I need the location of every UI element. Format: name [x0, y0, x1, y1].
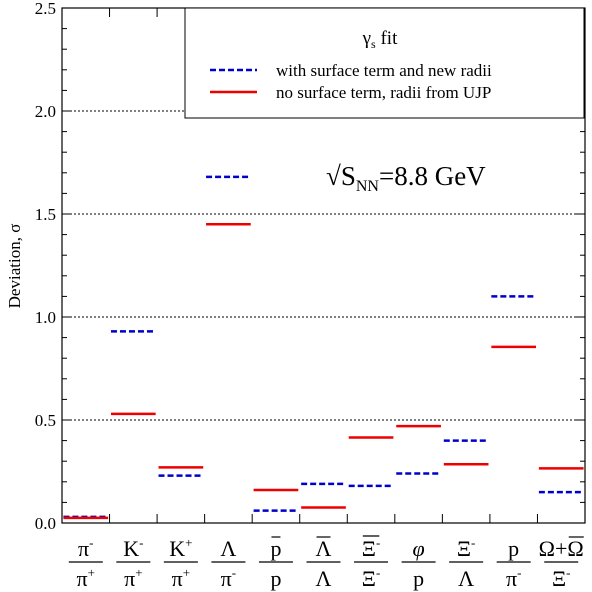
y-tick-label: 0.5: [35, 411, 56, 430]
y-tick-label: 1.5: [35, 205, 56, 224]
legend: γs fit with surface term and new radii n…: [184, 7, 585, 119]
fraction-part: K+: [169, 535, 192, 561]
legend-box: [184, 7, 585, 119]
fraction-part: π-: [78, 535, 93, 561]
axis-ticks: [62, 7, 585, 524]
fraction-part: Λ: [220, 536, 236, 561]
fraction-part: π+: [124, 565, 142, 591]
x-category-label: p π-: [496, 536, 531, 591]
fraction-part: p: [270, 536, 281, 561]
y-tick-label: 2.5: [35, 0, 56, 18]
y-axis-label: Deviation, σ: [5, 224, 24, 309]
y-tick-labels: 0.0 0.5 1.0 1.5 2.0 2.5: [35, 0, 56, 533]
fraction-part: K-: [123, 535, 143, 561]
x-category-label: Ω+Ω Ξ-: [539, 536, 584, 591]
grid-lines: [62, 110, 585, 421]
fraction-part: π+: [172, 565, 190, 591]
y-tick-label: 1.0: [35, 308, 56, 327]
legend-label-surface: with surface term and new radii: [276, 61, 492, 80]
fraction-part: Ξ-: [457, 535, 476, 561]
x-category-label: π-π+: [68, 535, 103, 591]
fraction-part: p: [413, 566, 424, 591]
x-category-label: K-π+: [116, 535, 151, 591]
x-category-label: Λπ-: [211, 536, 246, 591]
fraction-part: Ξ-: [362, 535, 381, 561]
fraction-part: π+: [77, 565, 95, 591]
fraction-part: Λ: [316, 566, 332, 591]
y-tick-label: 0.0: [35, 514, 56, 533]
fraction-part: Ξ-: [362, 565, 381, 591]
fraction-part: π-: [506, 565, 521, 591]
x-category-label: φp: [401, 536, 436, 591]
fraction-part: φ: [413, 536, 425, 561]
fraction-part: Ξ-: [552, 565, 571, 591]
fraction-part: π-: [221, 565, 236, 591]
x-category-label: K+ π+: [163, 535, 198, 591]
x-category-label: pp: [258, 536, 293, 591]
data-marks: [63, 175, 584, 520]
x-category-label: Ξ- Ξ-: [354, 535, 389, 591]
legend-label-no-surface: no surface term, radii from UJP: [276, 83, 491, 102]
fraction-part: Ω+Ω: [539, 536, 584, 561]
fraction-part: Λ: [458, 566, 474, 591]
fraction-part: p: [508, 536, 519, 561]
legend-title: γs fit: [362, 28, 398, 51]
y-tick-label: 2.0: [35, 102, 56, 121]
fraction-part: Λ: [316, 536, 332, 561]
x-category-label: Ξ- Λ: [449, 535, 484, 591]
fraction-part: p: [270, 566, 281, 591]
x-category-label: ΛΛ: [306, 536, 341, 591]
energy-annotation: √SNN=8.8 GeV: [326, 161, 486, 195]
